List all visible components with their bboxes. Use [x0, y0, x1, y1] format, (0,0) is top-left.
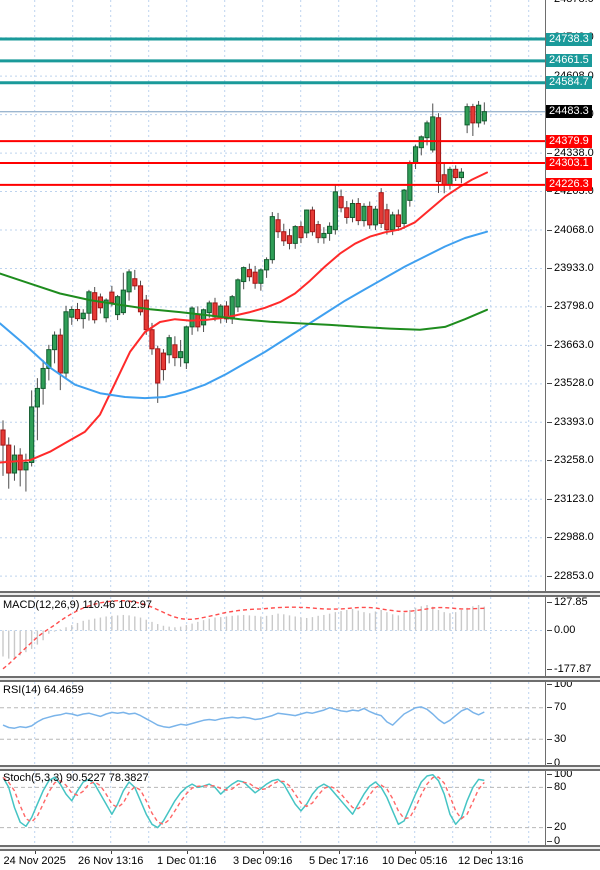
time-tick-mark — [34, 851, 36, 854]
indicator-tick-label: -177.87 — [547, 663, 591, 676]
time-tick-mark — [338, 851, 340, 854]
time-tick-mark — [110, 851, 112, 854]
price-tick-label: 24338.0 — [547, 147, 594, 160]
price-tick-label: 23933.0 — [547, 262, 594, 275]
price-tick-label: 24068.0 — [547, 224, 594, 237]
price-tick-label: 23258.0 — [547, 454, 594, 467]
price-line-badge[interactable]: 24379.9 — [546, 134, 592, 148]
macd-signal-line — [2, 600, 485, 670]
indicator-tick-label: 0.00 — [547, 624, 575, 637]
time-tick-mark — [490, 851, 492, 854]
date-label: 1 Dec 01:16 — [157, 855, 217, 867]
candlestick-chart[interactable] — [0, 0, 546, 591]
date-label: 5 Dec 17:16 — [309, 855, 369, 867]
stochastic-d-line — [2, 776, 485, 826]
price-tick-label: 23528.0 — [547, 377, 594, 390]
panel-divider[interactable] — [0, 845, 600, 851]
current-price-badge[interactable]: 24483.3 — [546, 105, 592, 119]
grid — [0, 0, 546, 591]
panel-divider[interactable] — [0, 591, 600, 597]
time-tick-mark — [262, 851, 264, 854]
moving-average-medium-blue — [0, 230, 488, 400]
date-label: 26 Nov 13:16 — [77, 855, 144, 867]
macd-histogram — [2, 605, 486, 659]
indicator-tick-label: 0 — [547, 835, 560, 848]
indicator-tick-label: 20 — [547, 821, 566, 834]
indicator-tick-label: 127.85 — [547, 596, 588, 609]
indicator-tick-label: 0 — [547, 757, 560, 770]
grid — [34, 682, 530, 765]
time-tick-mark — [414, 851, 416, 854]
time-axis[interactable]: 24 Nov 2025 26 Nov 13:16 1 Dec 01:16 3 Dec … — [0, 851, 600, 870]
moving-average-slow-green — [0, 272, 488, 331]
rsi-label: RSI(14) 64.4659 — [3, 684, 84, 696]
price-line-badge[interactable]: 24303.1 — [546, 156, 592, 170]
rsi-panel[interactable] — [0, 682, 546, 765]
date-label: 12 Dec 13:16 — [457, 855, 524, 867]
grid — [34, 771, 530, 845]
indicator-tick-label: 80 — [547, 781, 566, 794]
price-tick-label: 22988.0 — [547, 531, 594, 544]
date-label: 3 Dec 09:16 — [233, 855, 293, 867]
price-tick-label: 23123.0 — [547, 493, 594, 506]
price-axis-separator — [545, 0, 546, 851]
stochastic-label: Stoch(5,3,3) 90.5227 78.3827 — [3, 772, 149, 784]
price-tick-label: 22853.0 — [547, 570, 594, 583]
date-label: 10 Dec 05:16 — [381, 855, 448, 867]
panel-divider[interactable] — [0, 765, 600, 771]
macd-label: MACD(12,26,9) 110.46 102.97 — [3, 599, 152, 611]
time-tick-mark — [186, 851, 188, 854]
macd-panel[interactable] — [0, 597, 546, 676]
price-line-badge[interactable]: 24661.5 — [546, 54, 592, 68]
price-axis[interactable]: 24878.024743.024608.024473.024338.024203… — [546, 0, 600, 851]
price-line-badge[interactable]: 24584.7 — [546, 76, 592, 90]
price-line-badge[interactable]: 24226.3 — [546, 178, 592, 192]
moving-average-fast-red — [0, 171, 488, 464]
indicator-tick-label: 30 — [547, 733, 566, 746]
price-tick-label: 23663.0 — [547, 339, 594, 352]
panel-divider[interactable] — [0, 676, 600, 682]
stochastic-panel[interactable] — [0, 771, 546, 845]
price-tick-label: 23393.0 — [547, 416, 594, 429]
price-tick-label: 24878.0 — [547, 0, 594, 6]
price-line-badge[interactable]: 24738.3 — [546, 32, 592, 46]
date-label: 24 Nov 2025 — [3, 855, 66, 867]
price-tick-label: 23798.0 — [547, 300, 594, 313]
grid — [34, 597, 530, 676]
rsi-line — [2, 706, 485, 729]
indicator-tick-label: 70 — [547, 701, 566, 714]
